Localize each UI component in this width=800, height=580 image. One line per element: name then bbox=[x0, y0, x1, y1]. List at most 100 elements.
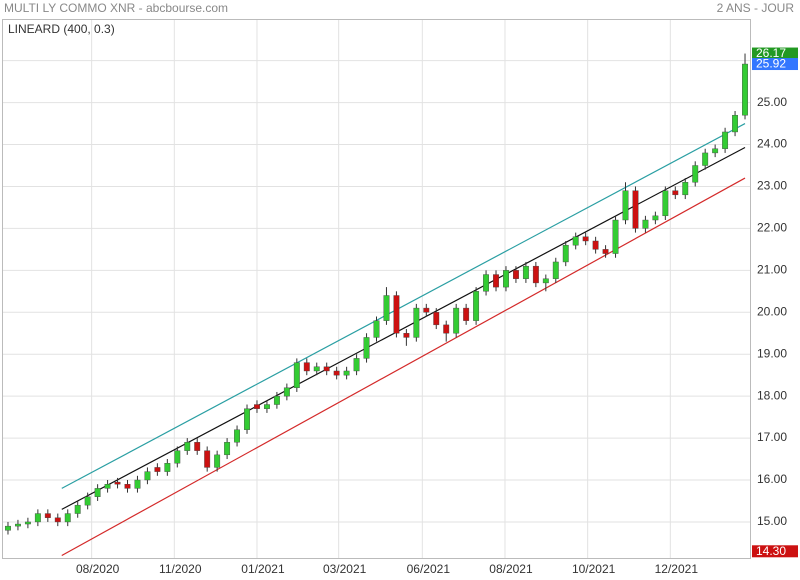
x-tick-label: 08/2021 bbox=[489, 562, 533, 576]
candle-body bbox=[313, 366, 320, 372]
y-tick-label: 21.00 bbox=[757, 263, 787, 277]
candle-body bbox=[234, 429, 240, 443]
candle-body bbox=[104, 483, 111, 489]
candle-body bbox=[602, 249, 609, 254]
y-tick-label: 18.00 bbox=[757, 388, 787, 402]
y-tick-label: 15.00 bbox=[757, 514, 787, 528]
candle-body bbox=[343, 370, 350, 376]
candle-body bbox=[612, 219, 619, 254]
candle-body bbox=[652, 215, 659, 221]
candle-body bbox=[463, 307, 470, 321]
candle-body bbox=[84, 496, 91, 506]
x-tick-label: 08/2020 bbox=[76, 562, 120, 576]
channel-line bbox=[61, 177, 746, 557]
candle-body bbox=[5, 525, 11, 531]
candle-body bbox=[134, 479, 141, 489]
candle-body bbox=[224, 442, 231, 456]
candle-body bbox=[692, 165, 699, 183]
candle-body bbox=[732, 114, 738, 133]
candle-body bbox=[303, 362, 310, 372]
candle-body bbox=[174, 450, 181, 464]
candle-body bbox=[453, 307, 460, 334]
chart-subtitle: 2 ANS - JOUR bbox=[717, 1, 795, 15]
candle-body bbox=[433, 312, 440, 326]
candle-body bbox=[393, 295, 400, 334]
candle-body bbox=[702, 152, 709, 166]
candle-body bbox=[24, 521, 31, 525]
candle-body bbox=[353, 358, 360, 372]
candle-body bbox=[522, 265, 529, 279]
x-tick-label: 11/2020 bbox=[159, 562, 202, 576]
candle-body bbox=[114, 481, 121, 485]
price-tag bbox=[752, 58, 798, 71]
candle-body bbox=[483, 274, 489, 292]
candle-body bbox=[154, 467, 161, 472]
price-tag-label: 26.17 bbox=[756, 46, 786, 60]
candle-body bbox=[164, 463, 171, 472]
candle-body bbox=[712, 148, 719, 154]
y-tick-label: 22.00 bbox=[757, 221, 787, 235]
candle-body bbox=[622, 190, 629, 221]
candle-body bbox=[184, 442, 191, 451]
candle-body bbox=[503, 270, 509, 288]
x-tick-label: 03/2021 bbox=[323, 562, 367, 576]
candle-body bbox=[34, 513, 41, 523]
candle-body bbox=[373, 320, 380, 338]
candle-body bbox=[244, 408, 250, 430]
candle-body bbox=[532, 265, 539, 284]
candle-body bbox=[74, 504, 81, 514]
candle-body bbox=[264, 404, 270, 409]
x-tick-label: 10/2021 bbox=[572, 562, 616, 576]
candle-body bbox=[423, 307, 430, 313]
price-tag bbox=[752, 545, 798, 558]
candle-body bbox=[722, 131, 729, 149]
candle-body bbox=[642, 219, 649, 229]
candle-body bbox=[473, 291, 480, 321]
candle-body bbox=[383, 295, 390, 321]
price-tag-label: 25.92 bbox=[756, 57, 786, 71]
candle-body bbox=[254, 404, 260, 409]
candle-body bbox=[572, 236, 579, 246]
y-tick-label: 23.00 bbox=[757, 179, 787, 193]
candle-body bbox=[682, 182, 689, 196]
candle-body bbox=[493, 274, 499, 288]
candle-body bbox=[333, 370, 340, 376]
candle-body bbox=[592, 240, 599, 250]
candle-body bbox=[214, 454, 221, 468]
channel-line bbox=[61, 123, 746, 489]
candle-body bbox=[54, 517, 61, 523]
candle-body bbox=[144, 471, 151, 481]
candle-body bbox=[413, 307, 420, 338]
y-tick-label: 19.00 bbox=[757, 346, 787, 360]
candle-body bbox=[124, 483, 131, 489]
candle-body bbox=[632, 190, 639, 229]
price-tag bbox=[752, 47, 798, 60]
candle-body bbox=[662, 190, 669, 217]
indicator-label: LINEARD (400, 0.3) bbox=[8, 22, 115, 36]
candle-body bbox=[323, 366, 330, 372]
candle-body bbox=[672, 190, 679, 196]
candle-body bbox=[513, 270, 519, 279]
candle-body bbox=[15, 523, 21, 527]
candle-body bbox=[44, 513, 51, 518]
candle-body bbox=[443, 324, 450, 334]
candle-body bbox=[64, 513, 71, 523]
y-tick-label: 16.00 bbox=[757, 472, 787, 486]
y-tick-label: 25.00 bbox=[757, 95, 787, 109]
x-tick-label: 12/2021 bbox=[655, 562, 699, 576]
candle-body bbox=[293, 362, 300, 388]
candle-body bbox=[403, 333, 410, 338]
plot-frame bbox=[2, 19, 751, 559]
candle-body bbox=[204, 450, 211, 468]
candle-body bbox=[283, 387, 290, 397]
candle-body bbox=[562, 244, 569, 263]
candle-body bbox=[582, 236, 589, 242]
candle-body bbox=[742, 63, 748, 116]
price-tag-label: 14.30 bbox=[756, 544, 786, 558]
candle-body bbox=[94, 488, 101, 497]
chart-title: MULTI LY COMMO XNR - abcbourse.com bbox=[4, 1, 228, 15]
candle-body bbox=[273, 395, 280, 405]
candle-body bbox=[194, 442, 201, 451]
